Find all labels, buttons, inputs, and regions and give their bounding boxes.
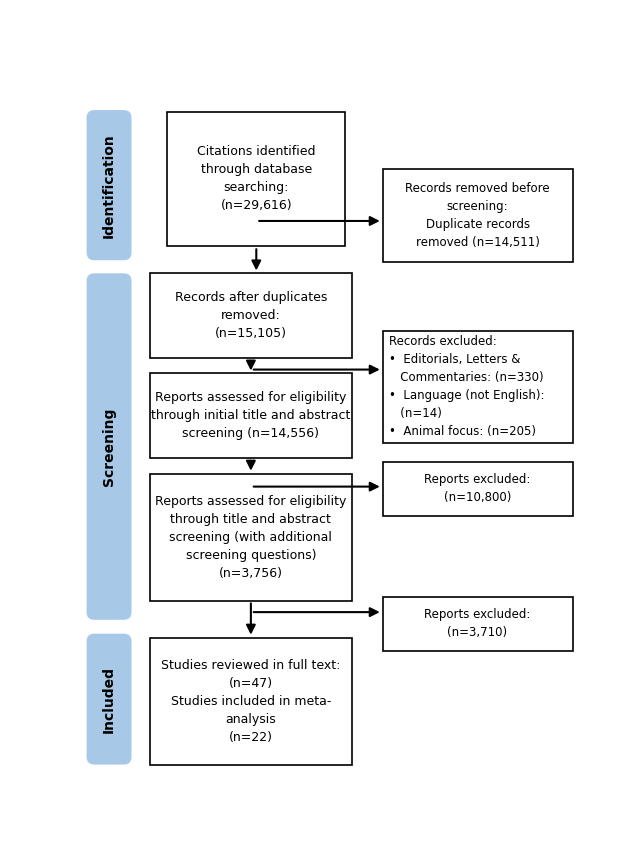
Bar	[150, 474, 352, 600]
Text: Reports excluded:
(n=3,710): Reports excluded: (n=3,710)	[424, 608, 530, 639]
Text: Citations identified
through database
searching:
(n=29,616): Citations identified through database se…	[197, 145, 316, 212]
Text: Records after duplicates
removed:
(n=15,105): Records after duplicates removed: (n=15,…	[175, 291, 327, 340]
FancyBboxPatch shape	[87, 274, 132, 620]
Text: Reports excluded:
(n=10,800): Reports excluded: (n=10,800)	[424, 474, 530, 504]
Text: Identification: Identification	[102, 132, 116, 237]
Bar	[383, 462, 572, 516]
Bar	[150, 373, 352, 458]
Text: Included: Included	[102, 666, 116, 733]
Text: Screening: Screening	[102, 407, 116, 486]
Bar	[150, 637, 352, 765]
Bar	[167, 112, 345, 246]
Text: Reports assessed for eligibility
through initial title and abstract
screening (n: Reports assessed for eligibility through…	[151, 391, 350, 440]
FancyBboxPatch shape	[87, 634, 132, 765]
Text: Records excluded:
•  Editorials, Letters &
   Commentaries: (n=330)
•  Language : Records excluded: • Editorials, Letters …	[389, 335, 545, 438]
Text: Studies reviewed in full text:
(n=47)
Studies included in meta-
analysis
(n=22): Studies reviewed in full text: (n=47) St…	[161, 658, 341, 744]
Bar	[383, 331, 572, 443]
Bar	[150, 274, 352, 358]
Text: Records removed before
screening:
Duplicate records
removed (n=14,511): Records removed before screening: Duplic…	[405, 182, 550, 249]
FancyBboxPatch shape	[87, 110, 132, 260]
Bar	[383, 170, 572, 262]
Bar	[383, 597, 572, 650]
Text: Reports assessed for eligibility
through title and abstract
screening (with addi: Reports assessed for eligibility through…	[155, 494, 347, 579]
